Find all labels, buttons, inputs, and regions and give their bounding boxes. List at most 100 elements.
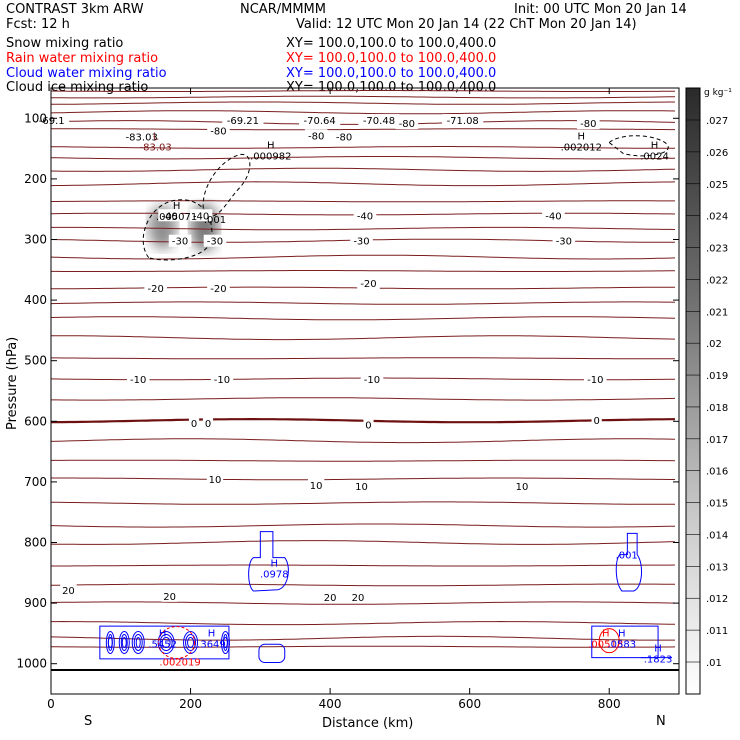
temperature-contour xyxy=(50,156,675,160)
temperature-contour xyxy=(50,523,676,528)
contour-label-bg xyxy=(360,372,384,385)
contour-label-bg xyxy=(357,277,380,290)
temperature-contour xyxy=(51,95,675,99)
colorbar-tick-label: .014 xyxy=(706,530,728,541)
extremum-marker: L xyxy=(153,132,159,143)
extremum-marker: H xyxy=(159,628,167,639)
cloud-water-contour xyxy=(187,636,195,648)
contour-label: -10 xyxy=(214,375,230,386)
center-name: NCAR/MMMM xyxy=(240,2,326,17)
contour-label: -20 xyxy=(210,284,226,295)
extremum-marker: H xyxy=(208,628,216,639)
extremum-value: .002019 xyxy=(159,658,200,669)
contour-label: 20 xyxy=(324,593,337,604)
cloud-water-contour xyxy=(161,636,171,648)
temperature-contour xyxy=(50,167,676,172)
contour-label: 20 xyxy=(163,592,176,603)
contour-label-bg xyxy=(591,414,602,427)
contour-label-bg xyxy=(358,114,400,127)
contour-label: -80 xyxy=(580,119,596,130)
temperature-contour xyxy=(50,438,676,444)
rain-water-contour xyxy=(598,628,620,654)
contour-label: -20 xyxy=(147,284,163,295)
contour-label: -70.48 xyxy=(363,116,395,127)
contour-label-bg xyxy=(144,281,167,294)
contour-label-bg xyxy=(307,478,325,491)
extremum-marker: H xyxy=(654,644,662,655)
ice-contour xyxy=(608,135,669,157)
temperature-contour xyxy=(50,540,676,545)
plot-frame xyxy=(50,87,680,695)
y-tick-label: 300 xyxy=(24,233,47,247)
cloud-water-contour xyxy=(157,630,175,654)
extremum-marker: H xyxy=(267,141,275,152)
extremum-value: .005071 xyxy=(156,212,197,223)
contour-label: -10 xyxy=(364,375,380,386)
contour-label: -10 xyxy=(587,375,603,386)
cloud-water-contour xyxy=(118,630,130,654)
temperature-contour xyxy=(51,564,676,567)
temperature-contour xyxy=(51,645,676,648)
temperature-contour xyxy=(51,101,675,105)
temperature-contour xyxy=(51,128,675,131)
cloud-water-contour xyxy=(121,636,127,648)
extremum-marker: H xyxy=(618,628,626,639)
contour-label-bg xyxy=(158,209,181,222)
colorbar-tick-label: .02 xyxy=(706,339,722,350)
colorbar-tick-label: .013 xyxy=(706,562,728,573)
contour-label: -69.1 xyxy=(39,116,65,127)
contour-label-bg xyxy=(332,130,356,143)
colorbar-unit: g kg⁻¹ xyxy=(704,88,732,98)
contour-label: -83.03 xyxy=(126,132,158,143)
contour-label: 10 xyxy=(209,475,222,486)
temperature-contour xyxy=(50,418,675,424)
x-axis-label: Distance (km) xyxy=(322,716,413,731)
cloud-water-contour xyxy=(159,633,173,651)
cloud-water-contour xyxy=(220,630,230,654)
cloud-water-contour xyxy=(248,531,289,592)
temperature-contour xyxy=(50,254,676,260)
extremum-value: .002012 xyxy=(561,143,602,154)
south-label: S xyxy=(84,714,92,729)
colorbar-tick-label: .018 xyxy=(706,403,728,414)
temperature-contour xyxy=(51,226,676,231)
contour-label-bg xyxy=(353,480,370,493)
extremum-value: .0024 xyxy=(640,152,669,163)
cloud-water-contour xyxy=(185,633,197,651)
contour-label-bg xyxy=(210,372,234,385)
y-tick-label: 600 xyxy=(24,414,47,428)
extremum-value: .5452 xyxy=(148,639,177,650)
temperature-contour xyxy=(50,181,676,187)
contour-label: 0 xyxy=(593,416,599,427)
x-tick-label: 600 xyxy=(458,697,481,711)
contour-label-bg xyxy=(395,117,419,130)
extremum-marker: H xyxy=(578,132,586,143)
colorbar-tick-label: .023 xyxy=(706,244,728,255)
contour-label-bg xyxy=(168,234,192,247)
legend-cloudwater-label: Cloud water mixing ratio xyxy=(6,66,167,81)
cloud-water-contour xyxy=(258,643,286,663)
temperature-contour xyxy=(50,501,675,505)
contour-label: -30 xyxy=(353,237,369,248)
contour-label-bg xyxy=(206,472,224,485)
contour-label: 20 xyxy=(62,586,75,597)
cloud-water-contour xyxy=(183,630,199,654)
contour-label: -80 xyxy=(336,132,352,143)
contour-label: -40 xyxy=(545,211,561,222)
cloud-water-contour xyxy=(135,636,141,648)
contour-label: -30 xyxy=(556,237,572,248)
contour-label-bg xyxy=(161,589,178,602)
contour-label: -71.08 xyxy=(447,116,479,127)
contour-label: 0 xyxy=(191,419,197,430)
contour-label-bg xyxy=(207,124,230,137)
temperature-contour xyxy=(51,477,675,481)
cloud-water-contour xyxy=(107,636,113,648)
temperature-contour xyxy=(51,459,676,462)
contour-label-bg xyxy=(353,209,377,222)
contour-label: -69.21 xyxy=(227,116,259,127)
contour-label-bg xyxy=(576,117,600,130)
temperature-contour xyxy=(50,146,675,149)
contour-label: -40 xyxy=(161,211,177,222)
contour-label: 10 xyxy=(355,482,368,493)
